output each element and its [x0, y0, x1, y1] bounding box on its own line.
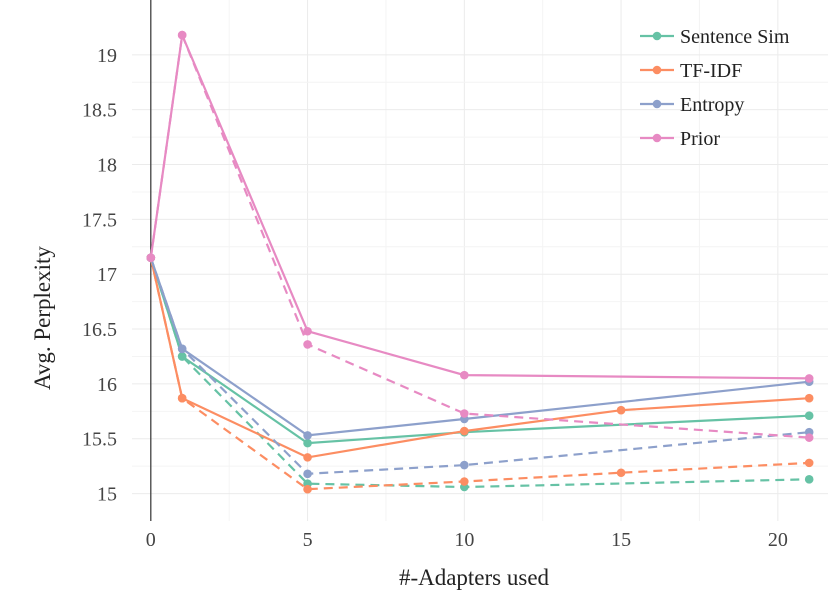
data-point [804, 433, 814, 442]
series-line-solid [149, 31, 810, 380]
legend-item-entropy: Entropy [640, 94, 744, 116]
legend-swatch-point [652, 99, 662, 109]
x-tick-label: 10 [454, 529, 474, 551]
y-axis-title: Avg. Perplexity [30, 246, 55, 390]
series-line-dashed [149, 257, 810, 475]
y-tick-label: 15 [97, 484, 117, 506]
data-point [804, 393, 814, 403]
series-sentence-sim [146, 253, 814, 492]
legend-label: TF-IDF [680, 60, 742, 82]
series-tf-idf [146, 253, 814, 494]
data-point [303, 431, 312, 440]
data-point [616, 405, 626, 415]
y-tick-label: 16 [97, 374, 117, 396]
y-tick-label: 17.5 [82, 209, 117, 231]
legend-item-tf-idf: TF-IDF [640, 60, 742, 82]
series-line-solid [149, 257, 810, 459]
grid [132, 0, 828, 521]
series-line-solid [149, 257, 810, 437]
legend-label: Sentence Sim [680, 26, 790, 48]
data-point [303, 469, 312, 479]
data-point [303, 326, 312, 336]
legend-swatch-point [652, 31, 662, 41]
legend-label: Entropy [680, 94, 744, 116]
data-point [460, 409, 469, 418]
y-tick-label: 16.5 [82, 319, 117, 341]
x-tick-label: 0 [146, 529, 156, 551]
x-axis-title: #-Adapters used [399, 565, 550, 590]
tick-labels: 0 5 10 15 20 15 15.5 16 16.5 17 17.5 18 18.5 19 [82, 45, 788, 551]
x-tick-label: 20 [768, 529, 788, 551]
x-tick-label: 15 [611, 529, 631, 551]
data-point [303, 340, 312, 349]
series-entropy [146, 253, 814, 479]
data-point [616, 468, 626, 478]
data-point [177, 344, 187, 354]
y-tick-label: 15.5 [82, 429, 117, 451]
data-point [804, 475, 814, 484]
series-line-solid [149, 257, 810, 445]
series-line-dashed [149, 257, 810, 489]
data-point [303, 484, 312, 494]
data-point [460, 426, 469, 436]
legend-swatch-point [652, 65, 662, 75]
y-tick-label: 19 [97, 45, 117, 67]
x-tick-label: 5 [303, 529, 313, 551]
data-point [804, 458, 814, 468]
data-point [303, 438, 312, 448]
legend-label: Prior [680, 128, 720, 150]
data-point [804, 374, 814, 383]
legend: Sentence Sim TF-IDF Entropy Prior [640, 26, 790, 150]
legend-item-prior: Prior [640, 128, 720, 150]
data-point [460, 477, 469, 486]
data-point [146, 253, 156, 263]
series-line-dashed [149, 257, 810, 491]
data-point [177, 352, 187, 361]
data-point [460, 460, 469, 470]
y-tick-label: 18.5 [82, 100, 117, 122]
y-tick-label: 17 [97, 264, 117, 286]
y-tick-label: 18 [97, 155, 117, 177]
data-point [177, 393, 187, 403]
data-point [804, 411, 814, 421]
data-point [177, 30, 187, 40]
series-prior [146, 30, 814, 442]
series-layer [146, 30, 814, 494]
legend-swatch-point [652, 133, 662, 143]
data-point [303, 453, 312, 462]
legend-item-sentence-sim: Sentence Sim [640, 26, 790, 48]
data-point [460, 370, 469, 380]
